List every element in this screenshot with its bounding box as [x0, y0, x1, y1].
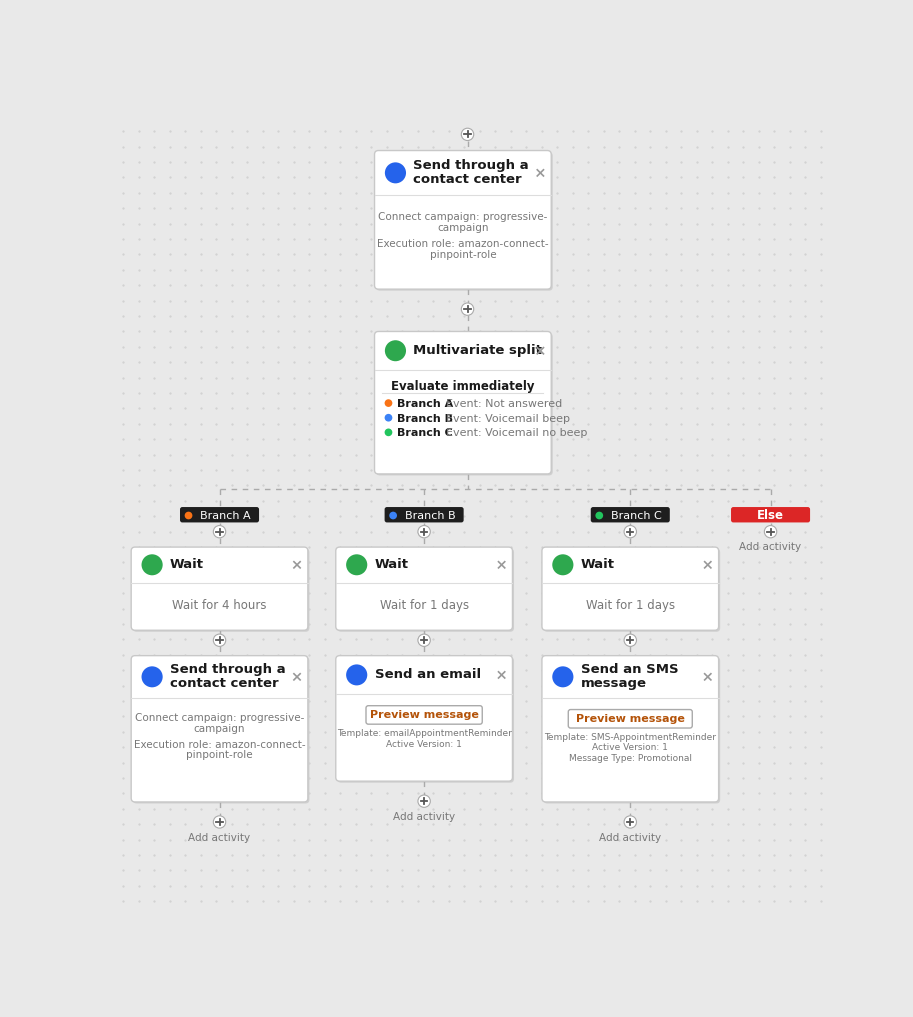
Circle shape: [624, 816, 636, 828]
Circle shape: [214, 526, 226, 538]
Circle shape: [595, 512, 603, 520]
Text: Active Version: 1: Active Version: 1: [593, 743, 668, 753]
Text: Event: Not answered: Event: Not answered: [446, 400, 562, 409]
FancyBboxPatch shape: [337, 657, 514, 783]
Text: Event: Voicemail beep: Event: Voicemail beep: [446, 414, 570, 424]
Text: pinpoint-role: pinpoint-role: [186, 751, 253, 761]
FancyBboxPatch shape: [542, 656, 719, 802]
Text: Add activity: Add activity: [599, 833, 661, 843]
FancyBboxPatch shape: [180, 507, 259, 523]
Circle shape: [389, 512, 397, 520]
Circle shape: [551, 553, 574, 577]
Text: Template: SMS-AppointmentReminder: Template: SMS-AppointmentReminder: [544, 732, 717, 741]
Text: Branch B: Branch B: [397, 414, 453, 424]
Text: Branch C: Branch C: [397, 428, 453, 438]
Text: Send through a: Send through a: [170, 663, 286, 676]
FancyBboxPatch shape: [568, 710, 692, 728]
FancyBboxPatch shape: [132, 548, 310, 632]
Circle shape: [214, 634, 226, 647]
Text: Wait: Wait: [374, 558, 408, 572]
Text: message: message: [581, 677, 646, 691]
Text: Else: Else: [757, 510, 784, 522]
FancyBboxPatch shape: [374, 332, 551, 474]
Text: Connect campaign: progressive-: Connect campaign: progressive-: [135, 713, 304, 723]
Text: Evaluate immediately: Evaluate immediately: [391, 380, 535, 393]
Circle shape: [551, 665, 574, 689]
Circle shape: [184, 512, 193, 520]
Text: Wait: Wait: [581, 558, 614, 572]
FancyBboxPatch shape: [132, 657, 310, 803]
Circle shape: [383, 340, 407, 362]
Text: campaign: campaign: [194, 724, 246, 734]
Text: Execution role: amazon-connect-: Execution role: amazon-connect-: [377, 239, 549, 249]
Text: Send through a: Send through a: [414, 160, 529, 173]
FancyBboxPatch shape: [131, 547, 308, 631]
FancyBboxPatch shape: [376, 333, 552, 476]
Circle shape: [383, 162, 407, 184]
Circle shape: [624, 526, 636, 538]
FancyBboxPatch shape: [731, 507, 810, 523]
Text: Branch A: Branch A: [397, 400, 453, 409]
Text: contact center: contact center: [170, 677, 278, 691]
FancyBboxPatch shape: [336, 547, 512, 631]
FancyBboxPatch shape: [366, 706, 482, 724]
Circle shape: [418, 634, 430, 647]
Circle shape: [624, 634, 636, 647]
FancyBboxPatch shape: [591, 507, 670, 523]
Circle shape: [141, 665, 163, 689]
Circle shape: [214, 816, 226, 828]
Circle shape: [764, 526, 777, 538]
Text: Message Type: Promotional: Message Type: Promotional: [569, 755, 692, 763]
Circle shape: [418, 526, 430, 538]
Text: Preview message: Preview message: [576, 714, 685, 724]
FancyBboxPatch shape: [542, 547, 719, 631]
Text: Send an email: Send an email: [374, 668, 480, 681]
Circle shape: [384, 414, 393, 422]
FancyBboxPatch shape: [376, 153, 552, 291]
Text: Add activity: Add activity: [394, 812, 456, 822]
Text: Multivariate split: Multivariate split: [414, 344, 542, 357]
Circle shape: [141, 553, 163, 577]
FancyBboxPatch shape: [131, 656, 308, 802]
Circle shape: [461, 128, 474, 140]
Text: Wait for 1 days: Wait for 1 days: [380, 599, 468, 612]
Circle shape: [384, 428, 393, 436]
Circle shape: [345, 553, 368, 577]
Circle shape: [384, 400, 393, 407]
Text: Branch A: Branch A: [201, 511, 251, 521]
Text: Wait for 1 days: Wait for 1 days: [586, 599, 675, 612]
Text: pinpoint-role: pinpoint-role: [429, 250, 496, 260]
FancyBboxPatch shape: [543, 548, 720, 632]
FancyBboxPatch shape: [543, 657, 720, 803]
Text: Connect campaign: progressive-: Connect campaign: progressive-: [378, 213, 548, 222]
Text: Template: emailAppointmentReminder: Template: emailAppointmentReminder: [337, 729, 511, 737]
Text: contact center: contact center: [414, 173, 522, 186]
FancyBboxPatch shape: [374, 151, 551, 289]
FancyBboxPatch shape: [384, 507, 464, 523]
Text: Preview message: Preview message: [370, 710, 478, 720]
Text: Add activity: Add activity: [740, 542, 802, 552]
FancyBboxPatch shape: [337, 548, 514, 632]
Text: Send an SMS: Send an SMS: [581, 663, 678, 676]
Text: Execution role: amazon-connect-: Execution role: amazon-connect-: [133, 739, 305, 750]
Text: Wait: Wait: [170, 558, 204, 572]
Text: Event: Voicemail no beep: Event: Voicemail no beep: [446, 428, 587, 438]
Text: Add activity: Add activity: [188, 833, 250, 843]
Circle shape: [461, 303, 474, 315]
Text: Active Version: 1: Active Version: 1: [386, 739, 462, 749]
Text: campaign: campaign: [437, 223, 488, 233]
Text: Branch C: Branch C: [611, 511, 662, 521]
Text: Wait for 4 hours: Wait for 4 hours: [173, 599, 267, 612]
Circle shape: [345, 663, 368, 686]
FancyBboxPatch shape: [336, 656, 512, 781]
Circle shape: [418, 795, 430, 807]
Text: Branch B: Branch B: [405, 511, 456, 521]
